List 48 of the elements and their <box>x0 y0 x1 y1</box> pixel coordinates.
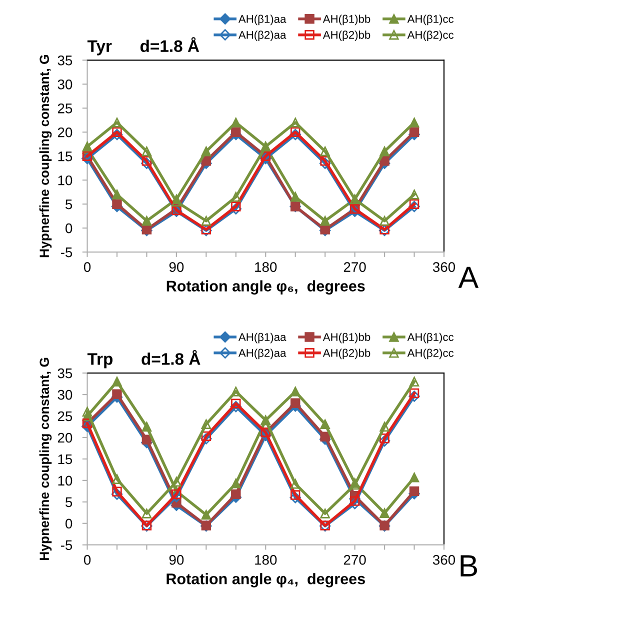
x-tick-label: 360 <box>432 262 456 272</box>
y-axis-title: Hypnerfine coupling constant, G <box>39 55 52 258</box>
y-tick-label: 25 <box>58 103 72 114</box>
x-axis-title: Rotation angle φ₄, degrees <box>166 573 365 588</box>
x-axis-title: Rotation angle φ₆, degrees <box>166 280 365 295</box>
y-tick-label: -5 <box>60 248 72 258</box>
legend-label: AH(β2)bb <box>322 348 370 360</box>
y-tick-label: 10 <box>58 476 72 486</box>
legend-label: AH(β1)cc <box>407 332 454 344</box>
y-tick-label: 10 <box>58 175 72 186</box>
y-tick-label: 25 <box>58 411 72 422</box>
legend-label: AH(β2)bb <box>322 30 370 42</box>
x-tick-label: 0 <box>84 262 91 272</box>
y-axis-title: Hypnerfine coupling constant, G <box>39 358 52 560</box>
y-tick-label: 0 <box>66 223 72 234</box>
x-tick-label: 270 <box>344 262 366 272</box>
legend-label: AH(β1)aa <box>238 14 286 26</box>
chart-title: Tyr d=1.8 Å <box>87 37 200 56</box>
y-tick-label: 35 <box>58 368 72 378</box>
y-tick-label: -5 <box>60 540 72 550</box>
y-tick-label: 35 <box>58 56 72 66</box>
legend-label: AH(β2)cc <box>407 348 454 360</box>
y-tick-label: 5 <box>66 497 72 508</box>
chart-title: Trp d=1.8 Å <box>87 350 200 368</box>
y-tick-label: 15 <box>58 454 72 464</box>
legend-label: AH(β1)bb <box>322 332 370 344</box>
y-tick-label: 20 <box>58 127 72 138</box>
x-tick-label: 180 <box>255 262 277 272</box>
y-tick-label: 30 <box>58 80 72 90</box>
y-tick-label: 15 <box>58 152 72 162</box>
legend-label: AH(β1)bb <box>322 14 370 26</box>
x-tick-label: 360 <box>432 554 456 565</box>
y-tick-label: 20 <box>58 432 72 443</box>
y-tick-label: 30 <box>58 390 72 400</box>
legend-label: AH(β1)cc <box>407 14 454 26</box>
legend-label: AH(β2)cc <box>407 30 454 42</box>
text: B <box>460 555 478 576</box>
legend-label: AH(β2)aa <box>238 30 286 42</box>
y-tick-label: 5 <box>66 200 72 210</box>
text: A <box>458 266 479 288</box>
y-tick-label: 0 <box>66 518 72 529</box>
x-tick-label: 0 <box>84 554 91 565</box>
legend-label: AH(β2)aa <box>238 348 286 360</box>
x-tick-label: 270 <box>344 554 366 565</box>
x-tick-label: 180 <box>255 554 277 565</box>
x-tick-label: 90 <box>169 554 184 565</box>
legend-label: AH(β1)aa <box>238 332 286 344</box>
x-tick-label: 90 <box>169 262 184 272</box>
